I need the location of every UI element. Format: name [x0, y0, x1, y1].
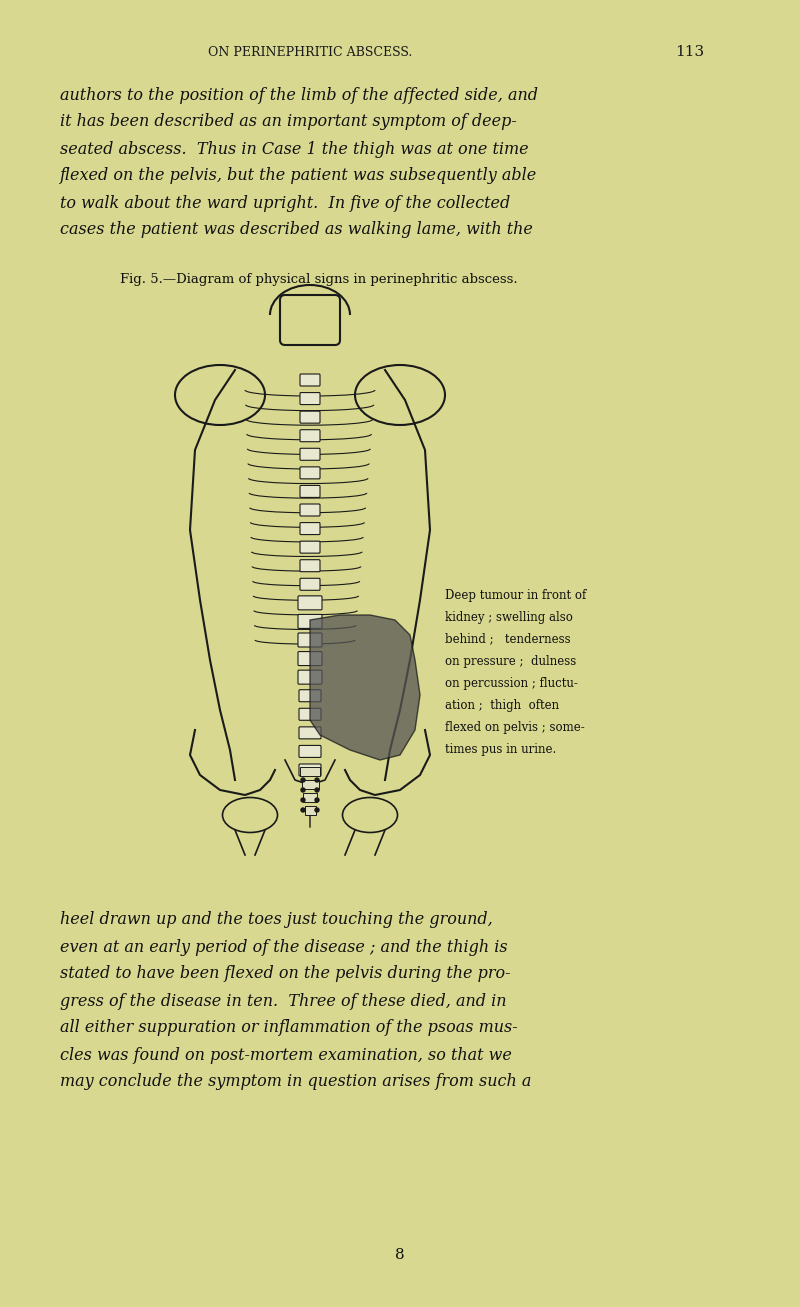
FancyBboxPatch shape: [300, 541, 320, 553]
Text: all either suppuration or inflammation of the psoas mus-: all either suppuration or inflammation o…: [60, 1019, 518, 1036]
FancyBboxPatch shape: [300, 559, 320, 571]
FancyBboxPatch shape: [299, 745, 321, 758]
Text: on percussion ; fluctu-: on percussion ; fluctu-: [445, 677, 578, 690]
FancyBboxPatch shape: [298, 596, 322, 610]
Circle shape: [315, 799, 319, 802]
Text: ON PERINEPHRITIC ABSCESS.: ON PERINEPHRITIC ABSCESS.: [208, 46, 412, 59]
Bar: [305, 806, 316, 816]
Bar: [300, 767, 320, 776]
Text: 113: 113: [675, 44, 705, 59]
Bar: [303, 793, 317, 802]
Text: seated abscess.  Thus in Case 1 the thigh was at one time: seated abscess. Thus in Case 1 the thigh…: [60, 140, 529, 158]
Text: gress of the disease in ten.  Three of these died, and in: gress of the disease in ten. Three of th…: [60, 992, 506, 1009]
Text: 8: 8: [395, 1248, 405, 1263]
Text: ation ;  thigh  often: ation ; thigh often: [445, 698, 559, 711]
Text: times pus in urine.: times pus in urine.: [445, 742, 556, 755]
FancyBboxPatch shape: [300, 485, 320, 498]
Text: flexed on pelvis ; some-: flexed on pelvis ; some-: [445, 720, 585, 733]
Circle shape: [315, 778, 319, 782]
Text: authors to the position of the limb of the affected side, and: authors to the position of the limb of t…: [60, 86, 538, 103]
Text: Fig. 5.—Diagram of physical signs in perinephritic abscess.: Fig. 5.—Diagram of physical signs in per…: [120, 273, 518, 286]
Text: it has been described as an important symptom of deep-: it has been described as an important sy…: [60, 114, 517, 131]
FancyBboxPatch shape: [300, 578, 320, 591]
Circle shape: [301, 808, 305, 812]
Text: may conclude the symptom in question arises from such a: may conclude the symptom in question ari…: [60, 1073, 531, 1090]
Text: on pressure ;  dulness: on pressure ; dulness: [445, 655, 576, 668]
Ellipse shape: [342, 797, 398, 833]
Circle shape: [301, 799, 305, 802]
Text: to walk about the ward upright.  In five of the collected: to walk about the ward upright. In five …: [60, 195, 510, 212]
FancyBboxPatch shape: [299, 690, 321, 702]
FancyBboxPatch shape: [300, 523, 320, 535]
Text: behind ;   tenderness: behind ; tenderness: [445, 633, 570, 646]
FancyBboxPatch shape: [299, 765, 321, 776]
FancyBboxPatch shape: [300, 467, 320, 478]
Text: even at an early period of the disease ; and the thigh is: even at an early period of the disease ;…: [60, 938, 508, 955]
FancyBboxPatch shape: [300, 430, 320, 442]
FancyBboxPatch shape: [300, 505, 320, 516]
FancyBboxPatch shape: [299, 727, 321, 738]
FancyBboxPatch shape: [300, 412, 320, 423]
FancyBboxPatch shape: [298, 670, 322, 684]
Text: cases the patient was described as walking lame, with the: cases the patient was described as walki…: [60, 221, 533, 238]
Text: stated to have been flexed on the pelvis during the pro-: stated to have been flexed on the pelvis…: [60, 966, 510, 983]
Circle shape: [315, 808, 319, 812]
Text: cles was found on post-mortem examination, so that we: cles was found on post-mortem examinatio…: [60, 1047, 512, 1064]
FancyBboxPatch shape: [299, 708, 321, 720]
Text: flexed on the pelvis, but the patient was subsequently able: flexed on the pelvis, but the patient wa…: [60, 167, 538, 184]
Text: Deep tumour in front of: Deep tumour in front of: [445, 588, 586, 601]
FancyBboxPatch shape: [298, 633, 322, 647]
Text: kidney ; swelling also: kidney ; swelling also: [445, 610, 573, 623]
Circle shape: [301, 778, 305, 782]
Text: heel drawn up and the toes just touching the ground,: heel drawn up and the toes just touching…: [60, 911, 493, 928]
FancyBboxPatch shape: [298, 614, 322, 629]
Ellipse shape: [222, 797, 278, 833]
FancyBboxPatch shape: [298, 652, 322, 665]
FancyBboxPatch shape: [300, 448, 320, 460]
Polygon shape: [310, 616, 420, 759]
Circle shape: [301, 788, 305, 792]
FancyBboxPatch shape: [300, 374, 320, 386]
FancyBboxPatch shape: [300, 392, 320, 405]
Circle shape: [315, 788, 319, 792]
Bar: [302, 780, 319, 789]
